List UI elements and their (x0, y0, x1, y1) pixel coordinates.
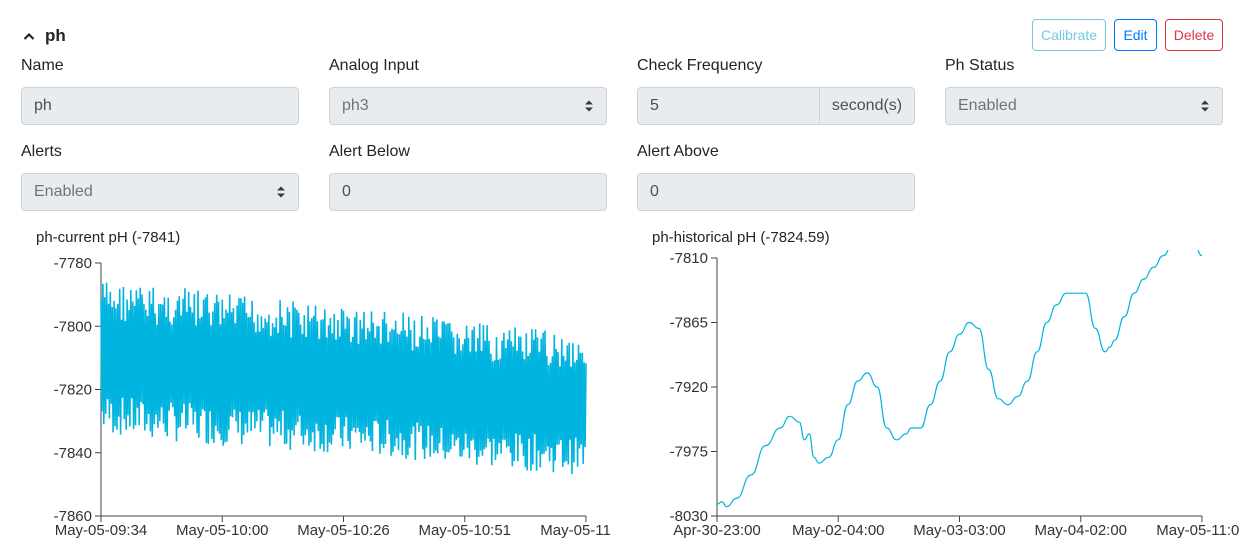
ph-status-select[interactable]: Enabled (945, 87, 1223, 125)
x-tick-label: May-05-09:34 (55, 522, 148, 539)
check-frequency-value: 5 (650, 97, 659, 114)
select-arrows-icon (1201, 100, 1209, 112)
historical-ph-line (716, 250, 1203, 508)
y-tick-label: -7820 (54, 382, 92, 399)
y-tick-label: -7860 (54, 508, 92, 525)
alert-above-value: 0 (650, 183, 659, 200)
alerts-label: Alerts (21, 143, 62, 160)
sensor-header[interactable]: ph (21, 24, 66, 48)
x-tick-label: May-05-10:00 (176, 522, 269, 539)
y-tick-label: -8030 (670, 508, 708, 525)
x-tick-label: May-05-10:51 (418, 522, 511, 539)
x-tick-label: May-02-04:00 (792, 522, 885, 539)
y-tick-label: -7840 (54, 445, 92, 462)
name-field[interactable]: ph (21, 87, 299, 125)
check-frequency-label: Check Frequency (637, 57, 763, 74)
ph-status-value: Enabled (958, 97, 1017, 114)
x-tick-label: May-03-03:00 (913, 522, 1006, 539)
name-value: ph (34, 97, 52, 114)
delete-button[interactable]: Delete (1165, 19, 1223, 51)
historical-chart-title: ph-historical pH (-7824.59) (652, 229, 830, 246)
chevron-up-icon[interactable] (21, 28, 37, 44)
alerts-select[interactable]: Enabled (21, 173, 299, 211)
name-label: Name (21, 57, 64, 74)
sensor-title: ph (45, 26, 66, 45)
analog-input-select[interactable]: ph3 (329, 87, 607, 125)
calibrate-button[interactable]: Calibrate (1032, 19, 1106, 51)
x-tick-label: May-05-11:28 (540, 522, 610, 539)
current-chart-title: ph-current pH (-7841) (36, 229, 181, 246)
analog-input-value: ph3 (342, 97, 369, 114)
x-tick-label: Apr-30-23:00 (673, 522, 761, 539)
select-arrows-icon (277, 186, 285, 198)
select-arrows-icon (585, 100, 593, 112)
x-tick-label: May-04-02:00 (1034, 522, 1127, 539)
alert-above-field[interactable]: 0 (637, 173, 915, 211)
current-ph-line (100, 282, 587, 475)
y-tick-label: -7920 (670, 379, 708, 396)
analog-input-label: Analog Input (329, 57, 419, 74)
alert-below-label: Alert Below (329, 143, 410, 160)
y-tick-label: -7975 (670, 444, 708, 461)
check-frequency-group: 5 second(s) (637, 87, 915, 125)
alert-above-label: Alert Above (637, 143, 719, 160)
check-frequency-unit: second(s) (819, 87, 915, 125)
edit-button[interactable]: Edit (1114, 19, 1157, 51)
y-tick-label: -7865 (670, 315, 708, 332)
x-tick-label: May-05-10:26 (297, 522, 390, 539)
alert-below-value: 0 (342, 183, 351, 200)
y-tick-label: -7800 (54, 318, 92, 335)
y-tick-label: -7810 (670, 250, 708, 267)
alert-below-field[interactable]: 0 (329, 173, 607, 211)
ph-status-label: Ph Status (945, 57, 1015, 74)
y-tick-label: -7780 (54, 255, 92, 272)
check-frequency-input[interactable]: 5 (637, 87, 819, 125)
x-tick-label: May-05-11:00 (1156, 522, 1240, 539)
alerts-value: Enabled (34, 183, 93, 200)
